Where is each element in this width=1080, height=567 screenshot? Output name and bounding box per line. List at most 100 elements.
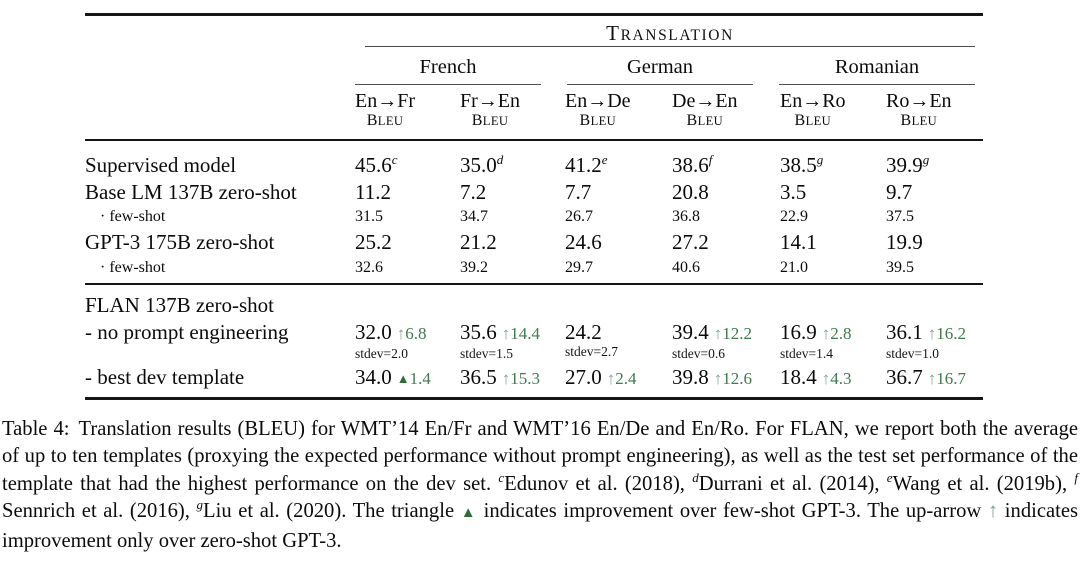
table-cell: 39.2 <box>460 259 488 276</box>
table-cell: 26.7 <box>565 208 593 225</box>
caption-text: indicates improvement only over zero-sho… <box>2 500 1078 552</box>
table-cell: 25.2 <box>355 230 392 254</box>
table-cell: 27.0 ↑2.4 <box>565 365 637 389</box>
caption-ref: Wang et al. (2019b), <box>892 472 1075 495</box>
caption-ref: Edunov et al. (2018), <box>504 472 693 495</box>
up-arrow-icon: ↑ <box>987 500 999 523</box>
table-cell: 36.7 ↑16.7 <box>886 365 966 389</box>
caption-ref: Sennrich et al. (2016), <box>2 500 197 523</box>
col-metric: BLEU <box>579 112 617 129</box>
table-cell: 34.0 ▲1.4 <box>355 365 431 389</box>
table-cell: 14.1 <box>780 230 817 254</box>
col-pair: Ro→En <box>886 90 952 112</box>
col-header-ende: En→De BLEU <box>565 90 631 129</box>
table-cell: 39.4 ↑12.2 stdev=0.6 <box>672 319 780 361</box>
table-cell: 9.7 <box>886 180 913 204</box>
table-cell: 32.0 ↑6.8 stdev=2.0 <box>355 319 460 361</box>
col-pair: En→Fr <box>355 90 415 112</box>
table-cell: 36.8 <box>672 208 700 225</box>
table-row-best-dev-template: - best dev template 34.0 ▲1.4 36.5 ↑15.3 2… <box>85 364 985 392</box>
up-arrow-icon: ↑ <box>821 324 831 343</box>
stdev-note: stdev=1.0 <box>886 346 939 361</box>
row-label: · few-shot <box>100 208 166 225</box>
table-cell: 45.6c <box>355 152 398 177</box>
table-cell: 16.9 ↑2.8 stdev=1.4 <box>780 319 886 361</box>
col-header-enfr: En→Fr BLEU <box>355 90 415 129</box>
up-arrow-icon: ↑ <box>927 324 937 343</box>
table-group-title: TRANSLATION <box>606 21 734 45</box>
row-label: - best dev template <box>85 365 245 389</box>
citation-superscript: g <box>196 497 204 513</box>
table-cell: 3.5 <box>780 180 807 204</box>
french-rule <box>355 84 541 86</box>
table-cell: 27.2 <box>672 230 709 254</box>
table-row-gpt3-zero-shot: GPT-3 175B zero-shot 25.2 21.2 24.6 27.2… <box>85 229 985 255</box>
caption-ref: Durrani et al. (2014), <box>698 472 887 495</box>
row-label: Base LM 137B zero-shot <box>85 180 297 204</box>
lang-header-french: French <box>419 56 477 78</box>
table-caption: Table 4: Translation results (BLEU) for W… <box>2 416 1078 555</box>
german-rule <box>567 84 753 86</box>
table-cell: 18.4 ↑4.3 <box>780 365 852 389</box>
table-cell: 21.0 <box>780 259 808 276</box>
table-cell: 19.9 <box>886 230 923 254</box>
col-metric: BLEU <box>366 112 404 129</box>
caption-label: Table 4: <box>2 418 70 440</box>
table-cell: 20.8 <box>672 180 709 204</box>
table-cell: 32.6 <box>355 259 383 276</box>
header-bottom-rule <box>85 139 983 141</box>
table-cell: 7.2 <box>460 180 487 204</box>
stdev-note: stdev=0.6 <box>672 346 725 361</box>
table-cell: 39.8 ↑12.6 <box>672 365 752 389</box>
table-bottom-rule <box>85 397 983 400</box>
up-arrow-icon: ↑ <box>501 324 511 343</box>
citation-superscript: e <box>886 469 893 485</box>
citation-superscript: c <box>498 469 505 485</box>
lang-header-romanian: Romanian <box>834 56 920 78</box>
table-cell: 38.6f <box>672 152 713 177</box>
stdev-note: stdev=1.4 <box>780 346 833 361</box>
triangle-icon: ▲ <box>460 505 478 522</box>
row-label: Supervised model <box>85 153 237 177</box>
table-cell: 11.2 <box>355 180 391 204</box>
table-cell: 39.9g <box>886 152 930 177</box>
row-label: - no prompt engineering <box>85 320 289 344</box>
table-cell: 31.5 <box>355 208 383 225</box>
table-row-base-lm-few-shot: · few-shot 31.5 34.7 26.7 36.8 22.9 37.5 <box>85 206 985 227</box>
stdev-note: stdev=2.7 <box>565 344 618 359</box>
table-cell: 36.5 ↑15.3 <box>460 365 540 389</box>
table-cell: 37.5 <box>886 208 914 225</box>
table-cell: 22.9 <box>780 208 808 225</box>
table-cell: 34.7 <box>460 208 488 225</box>
col-header-enro: En→Ro BLEU <box>780 90 846 129</box>
up-arrow-icon: ↑ <box>821 369 831 388</box>
stdev-note: stdev=2.0 <box>355 346 408 361</box>
table-cell: 24.2 stdev=2.7 <box>565 319 672 359</box>
table-cell: 35.0d <box>460 152 504 177</box>
table-cell: 35.6 ↑14.4 stdev=1.5 <box>460 319 565 361</box>
table-cell: 36.1 ↑16.2 stdev=1.0 <box>886 319 985 361</box>
triangle-icon: ▲ <box>396 371 410 386</box>
col-pair: En→Ro <box>780 90 846 112</box>
col-header-fren: Fr→En BLEU <box>460 90 520 129</box>
table-cell: 40.6 <box>672 259 700 276</box>
up-arrow-icon: ↑ <box>713 324 723 343</box>
up-arrow-icon: ↑ <box>606 369 616 388</box>
caption-ref: Liu et al. (2020). The triangle <box>203 500 461 523</box>
citation-superscript: g <box>816 152 824 167</box>
table-top-rule <box>85 13 983 16</box>
table-cell: 39.5 <box>886 259 914 276</box>
row-label: GPT-3 175B zero-shot <box>85 230 275 254</box>
up-arrow-icon: ↑ <box>927 369 937 388</box>
up-arrow-icon: ↑ <box>713 369 723 388</box>
table-cell: 41.2e <box>565 152 608 177</box>
table-row-flan-zero-shot: FLAN 137B zero-shot <box>85 292 985 318</box>
table-row-no-prompt-engineering: - no prompt engineering 32.0 ↑6.8 stdev=2… <box>85 319 985 361</box>
translation-rule <box>365 46 975 48</box>
col-metric: BLEU <box>471 112 509 129</box>
col-metric: BLEU <box>686 112 724 129</box>
citation-superscript: d <box>692 469 699 485</box>
lang-header-german: German <box>626 56 694 78</box>
romanian-rule <box>779 84 975 86</box>
